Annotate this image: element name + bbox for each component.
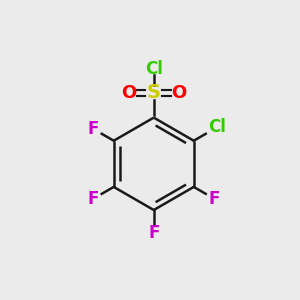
Text: F: F [87,120,99,138]
Text: F: F [87,190,99,208]
Text: F: F [148,224,159,242]
Text: Cl: Cl [208,118,226,136]
Text: S: S [147,83,161,103]
Text: F: F [209,190,220,208]
Text: O: O [121,84,136,102]
Text: Cl: Cl [145,60,163,78]
Text: O: O [172,84,187,102]
